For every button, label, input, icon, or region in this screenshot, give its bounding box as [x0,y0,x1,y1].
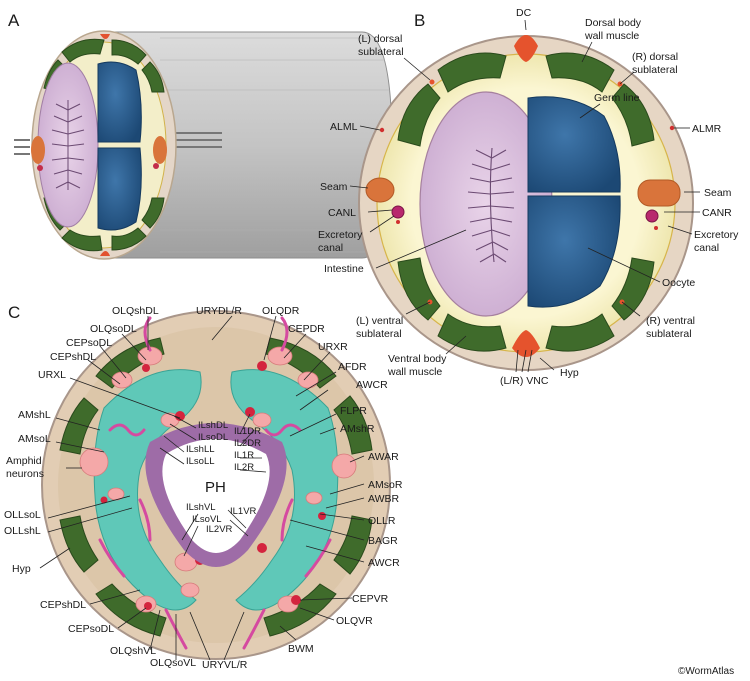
label-olqshdl: OLQshDL [112,305,159,317]
panel-c-illustration [41,310,391,660]
label-il2vr: IL2VR [206,524,233,535]
label-urxr: URXR [318,341,348,353]
copyright-text: ©WormAtlas [678,666,734,677]
label-oocyte: Oocyte [662,277,695,289]
label-cepshdl-bottom: CEPshDL [40,599,86,611]
label-ventral-muscle-2: wall muscle [387,366,442,378]
label-amshr: AMshR [340,423,375,435]
label-olqvr: OLQVR [336,615,373,627]
label-l-dorsal-sub-1: (L) dorsal [358,33,402,45]
panel-b-labels: DC Dorsal body wall muscle (L) dorsal su… [318,7,739,387]
label-amsor: AMsoR [368,479,403,491]
panel-c-labels: OLQshDL URYDL/R OLQDR OLQsoDL CEPsoDL CE… [4,305,403,671]
label-ilshdl: ILshDL [198,420,228,431]
label-il2dr: IL2DR [234,438,261,449]
label-amsol: AMsoL [18,433,51,445]
label-flpr: FLPR [340,405,367,417]
label-seam-left: Seam [320,181,348,193]
pharynx-label: PH [205,479,226,496]
label-bagr: BAGR [368,535,398,547]
label-l-dorsal-sub-2: sublateral [358,46,404,58]
label-amphid-2: neurons [6,468,44,480]
label-dc: DC [516,7,532,19]
label-olqsodl: OLQsoDL [90,323,137,335]
label-excretory-left-2: canal [318,242,343,254]
label-il1vr: IL1VR [230,506,257,517]
label-dorsal-muscle-2: wall muscle [584,30,639,42]
label-hyp-c: Hyp [12,563,31,575]
label-cepsodl-bottom: CEPsoDL [68,623,114,635]
label-awar: AWAR [368,451,399,463]
label-cepvr: CEPVR [352,593,389,605]
label-ollr: OLLR [368,515,396,527]
label-olqsovl: OLQsoVL [150,657,196,669]
panel-c-letter: C [8,303,20,322]
label-germ-line: Germ line [594,92,640,104]
label-ventral-muscle-1: Ventral body [388,353,447,365]
label-dorsal-muscle-1: Dorsal body [585,17,642,29]
label-ilsovl: ILsoVL [192,514,222,525]
panel-b-letter: B [414,11,425,30]
label-ollsol: OLLsoL [4,509,41,521]
label-awcr-top: AWCR [356,379,388,391]
label-cepdr: CEPDR [288,323,325,335]
label-afdr: AFDR [338,361,367,373]
label-intestine: Intestine [324,263,364,275]
label-cepshdl-top: CEPshDL [50,351,96,363]
label-amshl: AMshL [18,409,51,421]
label-ilshvl: ILshVL [186,502,216,513]
label-canl: CANL [328,207,356,219]
label-il1dr: IL1DR [234,426,261,437]
label-r-dorsal-sub-1: (R) dorsal [632,51,678,63]
panel-a-illustration [14,30,393,260]
label-almr: ALMR [692,123,722,135]
label-excretory-left-1: Excretory [318,229,363,241]
label-vnc: (L/R) VNC [500,375,549,387]
label-excretory-right-1: Excretory [694,229,739,241]
label-r-ventral-sub-1: (R) ventral [646,315,695,327]
label-ilshll: ILshLL [186,444,215,455]
label-l-ventral-sub-1: (L) ventral [356,315,403,327]
label-l-ventral-sub-2: sublateral [356,328,402,340]
label-amphid-1: Amphid [6,455,42,467]
label-cepsodl-top: CEPsoDL [66,337,112,349]
label-bwm: BWM [288,643,314,655]
panel-a-letter: A [8,11,20,30]
panel-c-leader-lines [39,315,365,661]
panel-b-leader-lines [349,19,700,373]
label-canr: CANR [702,207,732,219]
label-il2r: IL2R [234,462,254,473]
label-urydl-r: URYDL/R [196,305,242,317]
label-urxl: URXL [38,369,66,381]
label-ilsoll: ILsoLL [186,456,215,467]
label-r-dorsal-sub-2: sublateral [632,64,678,76]
label-ollshl: OLLshL [4,525,41,537]
label-awcr-bottom: AWCR [368,557,400,569]
label-uryvl-r: URYVL/R [202,659,248,671]
label-olqshvl: OLQshVL [110,645,156,657]
label-il1r: IL1R [234,450,254,461]
label-r-ventral-sub-2: sublateral [646,328,692,340]
label-olqdr: OLQDR [262,305,300,317]
panel-b-illustration [358,35,694,371]
label-excretory-right-2: canal [694,242,719,254]
label-ilsodl: ILsoDL [198,432,228,443]
label-alml: ALML [330,121,358,133]
label-awbr: AWBR [368,493,400,505]
label-hyp-b: Hyp [560,367,579,379]
label-seam-right: Seam [704,187,732,199]
